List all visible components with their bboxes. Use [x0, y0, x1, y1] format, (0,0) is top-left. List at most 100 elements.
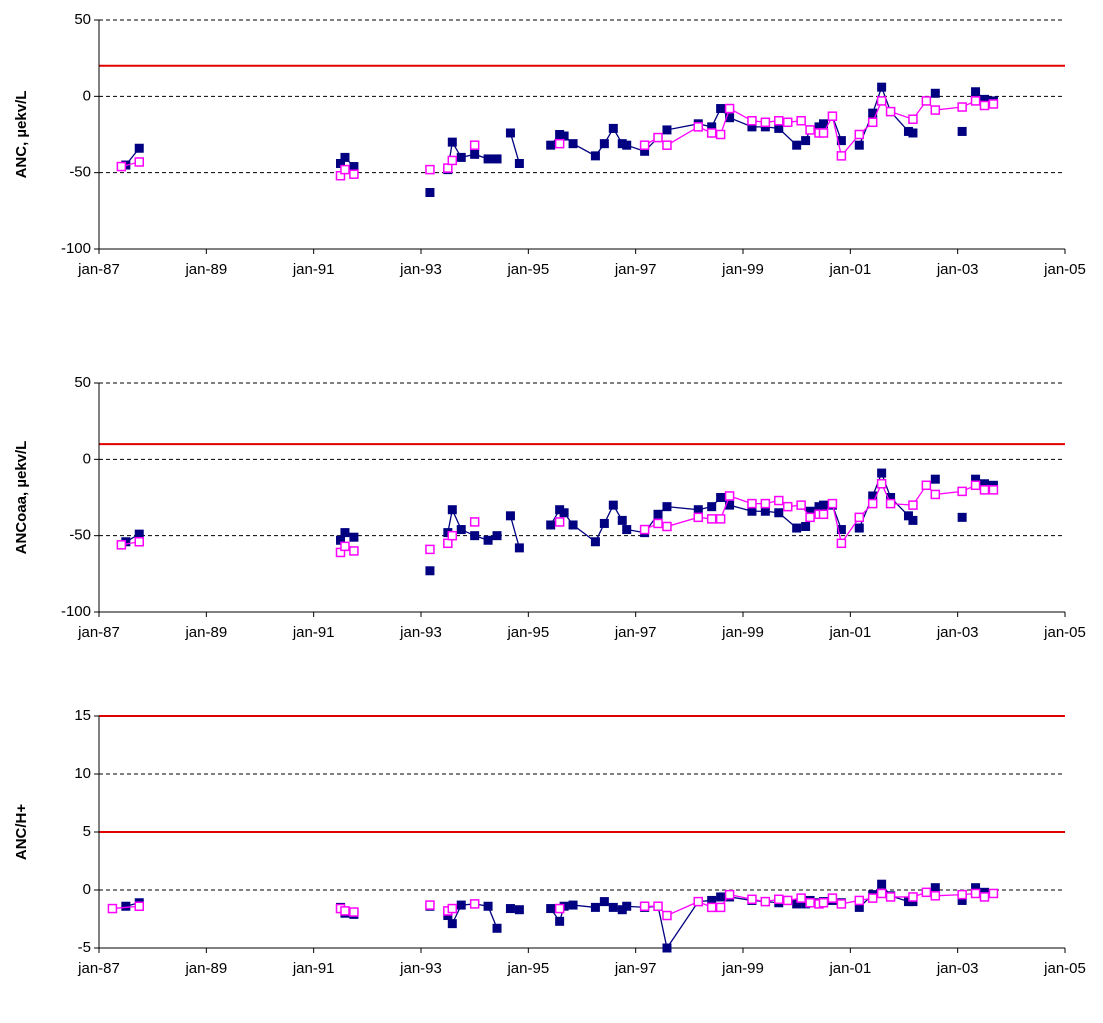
data-point: [747, 506, 757, 516]
data-point: [622, 525, 632, 535]
x-tick-label: jan-93: [399, 261, 442, 278]
x-tick-label: jan-97: [614, 624, 657, 641]
data-point: [456, 525, 466, 535]
data-point: [801, 136, 811, 146]
data-point: [827, 111, 838, 121]
data-point: [724, 491, 735, 501]
x-tick-label: jan-87: [77, 261, 120, 278]
x-tick-label: jan-05: [1043, 960, 1086, 977]
data-point: [483, 535, 493, 545]
x-tick-label: jan-05: [1043, 624, 1086, 641]
data-point: [662, 140, 672, 150]
data-point: [590, 537, 600, 547]
data-point: [340, 541, 350, 552]
data-point: [819, 500, 828, 510]
data-point: [653, 132, 663, 143]
data-point: [970, 480, 981, 491]
data-point: [469, 140, 480, 150]
x-tick-label: jan-89: [184, 960, 227, 977]
data-point: [988, 485, 999, 495]
data-point: [546, 140, 556, 150]
data-point: [818, 509, 829, 520]
data-point: [456, 900, 466, 910]
y-tick-label: 15: [74, 707, 91, 724]
data-point: [134, 901, 144, 911]
data-point: [921, 480, 932, 491]
data-point: [782, 895, 793, 906]
y-tick-label: 0: [83, 450, 91, 467]
data-point: [876, 888, 887, 899]
data-point: [492, 923, 502, 933]
data-point: [134, 157, 144, 167]
data-point: [447, 155, 458, 166]
y-axis-label: ANC, µekv/L: [13, 91, 30, 179]
data-point: [774, 123, 784, 133]
x-tick-label: jan-91: [292, 960, 335, 977]
x-tick-label: jan-97: [614, 261, 657, 278]
data-point: [554, 517, 565, 527]
data-point: [470, 531, 480, 541]
data-point: [854, 523, 864, 533]
data-point: [930, 474, 940, 484]
data-point: [818, 898, 829, 908]
data-point: [805, 125, 815, 135]
data-point: [469, 517, 480, 527]
data-point: [546, 904, 556, 914]
y-tick-label: 0: [83, 87, 91, 104]
data-point: [653, 901, 663, 911]
data-point: [693, 505, 703, 515]
data-point: [782, 117, 793, 128]
data-point: [724, 103, 735, 114]
x-tick-label: jan-95: [506, 960, 549, 977]
data-point: [930, 891, 941, 901]
data-point: [827, 893, 838, 903]
data-point: [546, 520, 556, 530]
data-point: [425, 544, 435, 555]
data-point: [121, 901, 131, 911]
data-point: [554, 903, 565, 914]
x-tick-label: jan-87: [77, 960, 120, 977]
data-point: [693, 122, 704, 132]
data-point: [514, 159, 524, 169]
data-point: [747, 498, 757, 509]
data-point: [425, 900, 435, 910]
data-point: [725, 113, 735, 123]
data-point: [921, 96, 932, 106]
x-tick-label: jan-05: [1043, 261, 1086, 278]
x-tick-label: jan-95: [506, 624, 549, 641]
data-point: [801, 522, 811, 532]
data-point: [760, 506, 770, 516]
x-tick-label: jan-01: [828, 624, 871, 641]
data-point: [760, 896, 771, 907]
x-tick-label: jan-99: [721, 960, 764, 977]
data-point: [836, 899, 847, 909]
data-point: [805, 512, 815, 523]
data-point: [653, 509, 663, 519]
data-point: [340, 164, 350, 175]
data-point: [447, 919, 457, 929]
x-tick-label: jan-93: [399, 624, 442, 641]
data-point: [979, 485, 990, 495]
data-point: [818, 128, 829, 138]
data-point: [116, 161, 127, 172]
x-tick-label: jan-93: [399, 960, 442, 977]
data-point: [514, 905, 524, 915]
x-tick-label: jan-87: [77, 624, 120, 641]
data-point: [970, 888, 981, 899]
data-point: [706, 128, 717, 138]
data-point: [568, 520, 578, 530]
data-point: [349, 162, 359, 172]
data-point: [505, 904, 515, 914]
data-point: [470, 149, 480, 159]
data-point: [747, 116, 757, 126]
data-point: [706, 902, 717, 913]
data-point: [908, 515, 918, 525]
data-point: [854, 129, 865, 140]
x-tick-label: jan-89: [184, 261, 227, 278]
data-point: [854, 895, 865, 906]
data-point: [715, 129, 726, 140]
x-tick-label: jan-97: [614, 960, 657, 977]
data-point: [908, 114, 918, 124]
data-point: [116, 540, 127, 550]
